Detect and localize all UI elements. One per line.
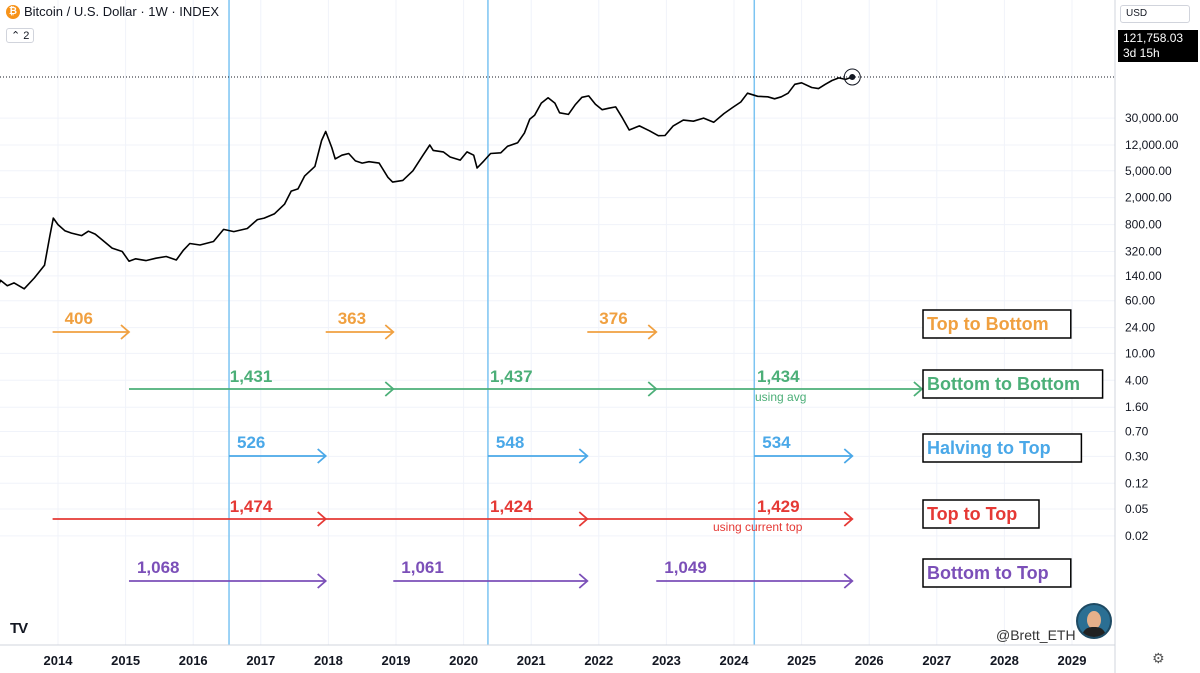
y-tick-label: 4.00: [1125, 373, 1149, 387]
bottom_to_top-value: 1,068: [137, 558, 180, 577]
top_to_bottom-arrow-head: [647, 324, 658, 340]
bottom_to_top-arrow-head: [578, 573, 589, 589]
y-tick-label: 800.00: [1125, 218, 1162, 232]
x-tick-label: 2021: [517, 653, 546, 668]
top_to_top-legend: Top to Top: [927, 504, 1017, 524]
y-tick-label: 320.00: [1125, 245, 1162, 259]
y-tick-label: 5,000.00: [1125, 164, 1172, 178]
bottom_to_top-value: 1,061: [401, 558, 444, 577]
y-tick-label: 30,000.00: [1125, 111, 1179, 125]
price-series: [0, 68, 1115, 290]
bottom_to_top-legend: Bottom to Top: [927, 563, 1049, 583]
halving_to_top-legend-box: [922, 433, 1083, 463]
bottom_to_bottom-legend: Bottom to Bottom: [927, 374, 1080, 394]
top_to_bottom-value: 376: [599, 309, 627, 328]
chart-header: ₿ Bitcoin / U.S. Dollar · 1W · INDEX: [6, 4, 219, 19]
last-price-value: 121,758.03: [1123, 31, 1184, 45]
halving-lines: [228, 0, 756, 645]
halving_to_top-value: 534: [762, 433, 791, 452]
y-tick-label: 2,000.00: [1125, 191, 1172, 205]
last-price-label: 121,758.03 3d 15h: [1118, 30, 1198, 62]
bottom_to_bottom-legend-box: [922, 369, 1104, 399]
y-tick-label: 0.12: [1125, 476, 1149, 490]
halving_to_top-legend: Halving to Top: [927, 438, 1051, 458]
x-tick-label: 2024: [720, 653, 750, 668]
top_to_top-legend-box: [922, 499, 1040, 529]
bottom_to_top-value: 1,049: [664, 558, 707, 577]
currency-label: USD: [1126, 8, 1148, 19]
x-tick-label: 2019: [382, 653, 411, 668]
x-tick-label: 2022: [584, 653, 613, 668]
y-tick-label: 0.02: [1125, 529, 1149, 543]
indicator-count: 2: [23, 30, 30, 42]
chart-grid: [0, 0, 1115, 645]
currency-selector[interactable]: USD: [1120, 5, 1190, 23]
y-tick-label: 60.00: [1125, 294, 1155, 308]
bottom_to_bottom-value: 1,434: [757, 367, 800, 386]
y-tick-label: 1.60: [1125, 400, 1149, 414]
indicator-toggle[interactable]: ⌃ 2: [6, 28, 35, 43]
price-line: [0, 76, 853, 290]
symbol-title[interactable]: Bitcoin / U.S. Dollar · 1W · INDEX: [24, 4, 220, 19]
top_to_top-value: 1,424: [490, 497, 533, 516]
x-tick-label: 2017: [246, 653, 275, 668]
x-tick-label: 2025: [787, 653, 816, 668]
y-tick-label: 0.05: [1125, 502, 1149, 516]
halving_to_top-arrow-head: [578, 448, 589, 464]
author-avatar: [1076, 603, 1112, 639]
cycle-annotations: 406 363 376 Top to Bottom 526 548 534 Halving t…: [52, 309, 1104, 589]
y-tick-label: 12,000.00: [1125, 138, 1179, 152]
halving_to_top-arrow-head: [317, 448, 328, 464]
y-tick-label: 140.00: [1125, 269, 1162, 283]
top_to_bottom-legend: Top to Bottom: [927, 314, 1049, 334]
last-price-dot: [849, 73, 856, 80]
x-tick-label: 2015: [111, 653, 140, 668]
top_to_bottom-value: 363: [338, 309, 366, 328]
x-tick-label: 2027: [922, 653, 951, 668]
bottom_to_top-legend-box: [922, 558, 1072, 588]
bottom_to_bottom-value: 1,437: [490, 367, 533, 386]
top_to_top-value: 1,474: [230, 497, 273, 516]
top_to_bottom-arrow-head: [384, 324, 395, 340]
bar-countdown: 3d 15h: [1123, 46, 1160, 60]
top_to_top-note: using current top: [713, 520, 803, 534]
halving_to_top-value: 526: [237, 433, 265, 452]
halving_to_top-arrow-head: [843, 448, 854, 464]
x-tick-label: 2020: [449, 653, 478, 668]
y-tick-label: 0.70: [1125, 424, 1149, 438]
bottom_to_bottom-value: 1,431: [230, 367, 273, 386]
top_to_bottom-value: 406: [65, 309, 93, 328]
tradingview-logo[interactable]: TV: [10, 620, 28, 637]
bottom_to_bottom-arrow-head: [913, 381, 924, 397]
y-tick-label: 10.00: [1125, 346, 1155, 360]
top_to_top-value: 1,429: [757, 497, 800, 516]
bottom_to_bottom-note: using avg: [755, 390, 806, 404]
bottom_to_top-arrow-head: [843, 573, 854, 589]
bitcoin-icon: ₿: [6, 4, 20, 19]
x-tick-label: 2023: [652, 653, 681, 668]
y-tick-label: 24.00: [1125, 321, 1155, 335]
top_to_top-arrow-head: [843, 511, 854, 527]
bottom_to_top-arrow-head: [317, 573, 328, 589]
settings-gear-icon[interactable]: ⚙: [1152, 650, 1165, 666]
x-tick-label: 2014: [44, 653, 74, 668]
y-tick-label: 0.30: [1125, 449, 1149, 463]
halving_to_top-value: 548: [496, 433, 524, 452]
x-tick-label: 2018: [314, 653, 343, 668]
top_to_bottom-arrow-head: [120, 324, 131, 340]
last-price-ring: [843, 68, 861, 86]
x-tick-label: 2026: [855, 653, 884, 668]
x-tick-label: 2028: [990, 653, 1019, 668]
top_to_bottom-legend-box: [922, 309, 1072, 339]
author-watermark: @Brett_ETH: [996, 627, 1076, 643]
x-tick-label: 2029: [1058, 653, 1087, 668]
x-tick-label: 2016: [179, 653, 208, 668]
